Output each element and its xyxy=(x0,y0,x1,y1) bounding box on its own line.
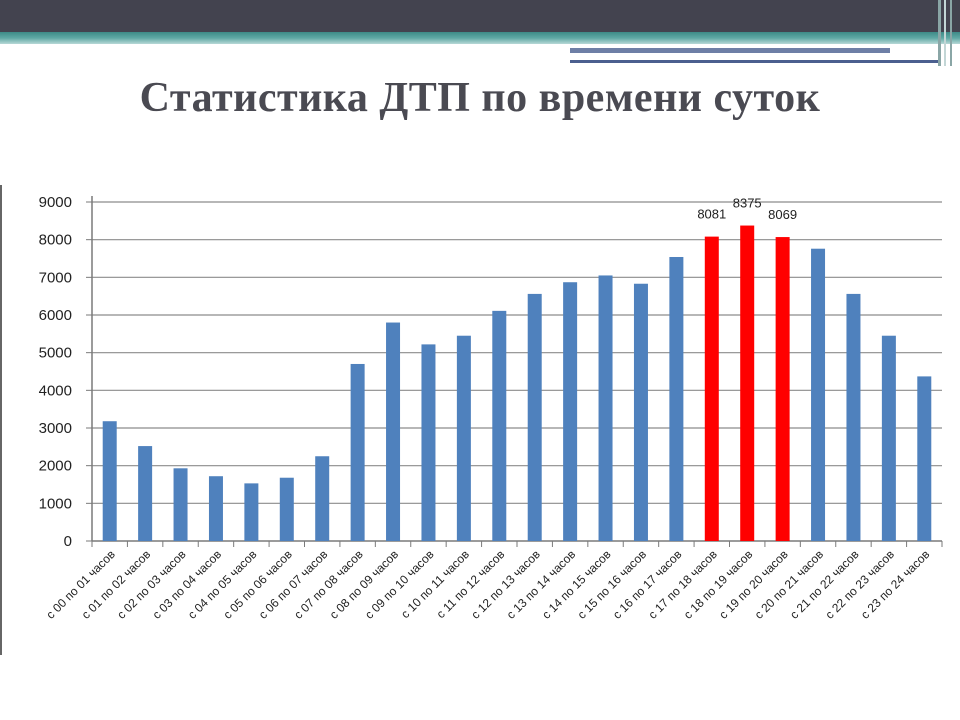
bar xyxy=(917,376,932,541)
bar xyxy=(633,283,648,541)
bar xyxy=(421,344,436,541)
header-dark-bar xyxy=(0,0,960,32)
bar xyxy=(279,477,294,541)
bar-highlighted xyxy=(704,236,719,541)
bar xyxy=(846,293,861,541)
bar-highlighted xyxy=(775,237,790,541)
bar xyxy=(315,456,330,541)
chart-axes xyxy=(86,196,943,547)
bar xyxy=(244,483,259,541)
bar xyxy=(881,335,896,541)
header-accent-line xyxy=(570,48,890,53)
bar xyxy=(173,468,188,541)
header-accent-line xyxy=(570,60,940,63)
bar-data-label: 8081 xyxy=(697,207,726,222)
y-tick-label: 8000 xyxy=(39,232,72,249)
bar xyxy=(456,335,471,541)
y-tick-label: 9000 xyxy=(39,194,72,211)
bar xyxy=(527,293,542,541)
chart-frame-edge xyxy=(0,185,10,655)
bar xyxy=(138,446,153,541)
y-tick-label: 3000 xyxy=(39,420,72,437)
header-teal-stripe xyxy=(0,32,960,44)
chart-bars xyxy=(102,225,932,541)
bar xyxy=(350,363,365,541)
header-decor xyxy=(938,0,941,66)
bar xyxy=(102,421,117,541)
slide-title: Статистика ДТП по времени суток xyxy=(139,75,821,121)
header-decor xyxy=(944,0,946,66)
y-tick-label: 0 xyxy=(64,533,72,550)
y-tick-label: 5000 xyxy=(39,345,72,362)
bar xyxy=(563,282,578,541)
bar xyxy=(386,322,401,541)
y-tick-label: 2000 xyxy=(39,458,72,475)
header-decor xyxy=(950,0,952,66)
y-tick-label: 1000 xyxy=(39,495,72,512)
bar-highlighted xyxy=(740,225,755,541)
bar xyxy=(598,275,613,541)
bar-data-label: 8069 xyxy=(768,207,797,222)
y-tick-label: 6000 xyxy=(39,307,72,324)
bar xyxy=(669,256,684,541)
bar xyxy=(492,310,507,541)
bar-data-label: 8375 xyxy=(733,196,762,211)
chart-gridlines xyxy=(92,201,942,504)
y-tick-label: 4000 xyxy=(39,382,72,399)
y-tick-label: 7000 xyxy=(39,269,72,286)
bar xyxy=(811,248,826,541)
bar xyxy=(208,476,223,541)
